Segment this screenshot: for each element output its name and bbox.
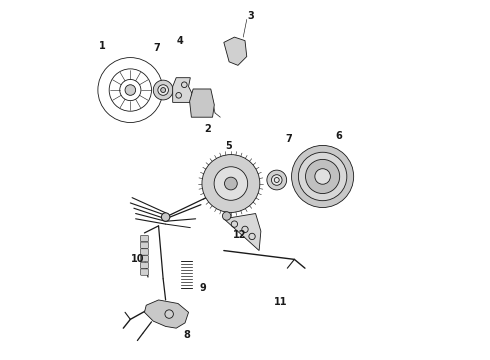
Text: 7: 7	[286, 134, 293, 144]
Circle shape	[298, 152, 347, 201]
Polygon shape	[172, 78, 192, 102]
FancyBboxPatch shape	[141, 256, 148, 262]
FancyBboxPatch shape	[141, 269, 148, 275]
Circle shape	[161, 213, 170, 221]
Circle shape	[271, 175, 282, 185]
Polygon shape	[190, 89, 214, 117]
Circle shape	[315, 169, 330, 184]
Polygon shape	[224, 37, 247, 66]
FancyBboxPatch shape	[141, 235, 148, 242]
Text: 10: 10	[131, 255, 144, 264]
Text: 9: 9	[199, 283, 206, 293]
Polygon shape	[224, 213, 261, 251]
FancyBboxPatch shape	[141, 249, 148, 255]
Circle shape	[153, 80, 173, 100]
Text: 8: 8	[183, 330, 190, 340]
Circle shape	[202, 154, 260, 212]
Text: 2: 2	[205, 124, 211, 134]
Circle shape	[165, 310, 173, 318]
Text: 7: 7	[153, 43, 160, 53]
FancyBboxPatch shape	[141, 262, 148, 269]
Text: 4: 4	[176, 36, 183, 46]
Text: 11: 11	[273, 297, 287, 307]
Text: 12: 12	[233, 230, 246, 240]
Circle shape	[306, 159, 340, 194]
Text: 5: 5	[226, 141, 232, 152]
Circle shape	[161, 87, 166, 93]
Circle shape	[125, 85, 136, 95]
Text: 1: 1	[99, 41, 105, 51]
Circle shape	[158, 85, 169, 95]
Circle shape	[292, 145, 354, 207]
Text: 6: 6	[335, 131, 342, 141]
Circle shape	[267, 170, 287, 190]
Circle shape	[224, 177, 237, 190]
Circle shape	[222, 212, 231, 220]
FancyBboxPatch shape	[141, 242, 148, 248]
Polygon shape	[145, 300, 189, 328]
Text: 3: 3	[247, 11, 254, 21]
Circle shape	[214, 167, 247, 200]
